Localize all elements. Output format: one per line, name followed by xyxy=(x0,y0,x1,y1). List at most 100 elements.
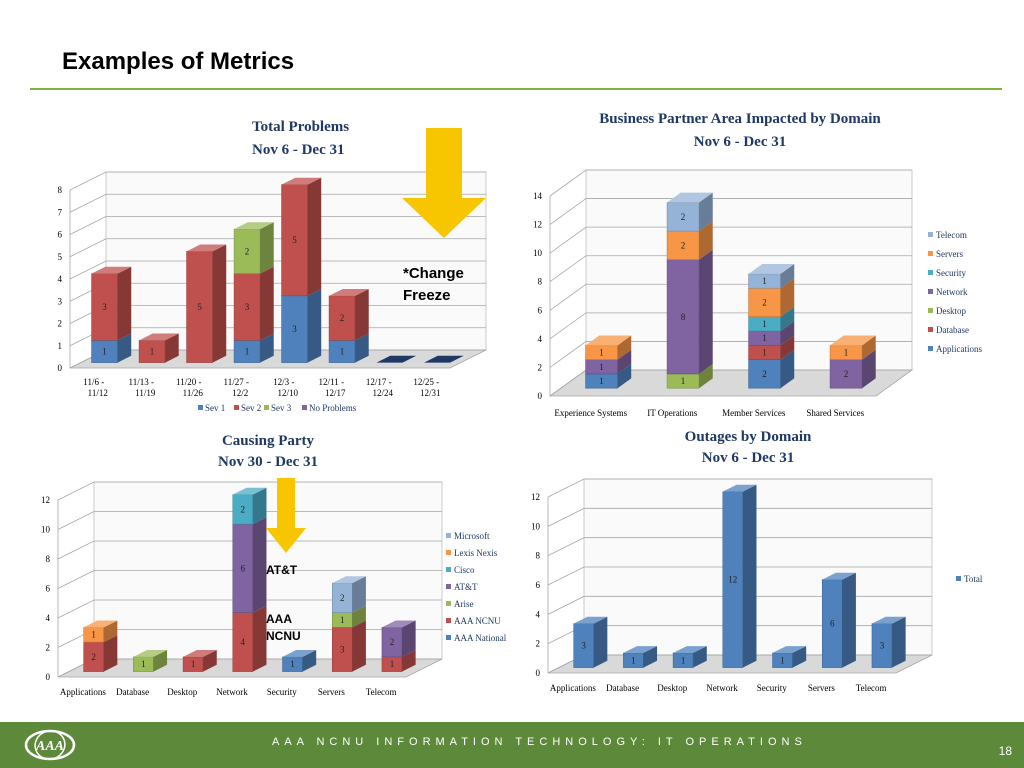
c1-y-tick-label: 14 xyxy=(533,191,543,201)
c0-bar-side xyxy=(165,333,179,363)
c0-data-label: 2 xyxy=(245,246,250,256)
footer-bar: AAA AAA NCNU INFORMATION TECHNOLOGY: IT … xyxy=(0,722,1024,768)
c0-chart-title: Total Problems xyxy=(252,119,349,135)
c0-x-tick-line: 11/26 xyxy=(183,388,204,398)
c2-bar-top xyxy=(381,620,416,628)
c0-y-tick-label: 5 xyxy=(58,252,63,262)
c1-data-label: 1 xyxy=(762,347,767,357)
c3-data-label: 6 xyxy=(830,619,835,629)
c2-legend-swatch xyxy=(446,584,451,589)
c3-bar-side xyxy=(693,646,707,668)
c3-bar-side xyxy=(891,616,906,668)
c2-legend-label: Lexis Nexis xyxy=(454,548,498,558)
c0-x-tick-line: 11/12 xyxy=(88,388,108,398)
c0-data-label: 3 xyxy=(292,324,297,334)
c2-bar-top xyxy=(332,576,366,584)
c3-gridline xyxy=(547,595,932,615)
c1-bar-side xyxy=(780,349,795,389)
c2-data-label: 1 xyxy=(141,659,146,669)
c1-bar-segment xyxy=(748,287,781,318)
c1-legend-label: Servers xyxy=(936,249,963,259)
c1-legend-swatch xyxy=(928,327,933,332)
c2-bar-side xyxy=(352,605,366,628)
c0-bar-segment xyxy=(233,228,261,274)
c0-bar-side xyxy=(117,333,132,363)
c3-x-tick-label: Servers xyxy=(808,683,835,693)
c0-bar-side xyxy=(117,266,132,341)
c1-gridline xyxy=(549,341,912,368)
c2-chart-subtitle: Nov 30 - Dec 31 xyxy=(218,454,318,470)
c0-y-tick-label: 8 xyxy=(58,185,63,195)
c1-legend-swatch xyxy=(928,270,933,275)
c0-x-tick-label: 12/11 -12/17 xyxy=(319,377,346,398)
c3-bar-top xyxy=(871,616,906,624)
c2-legend-label: AT&T xyxy=(454,582,478,592)
c1-bar-side xyxy=(780,264,795,289)
c2-legend-label: AAA National xyxy=(454,633,507,643)
c1-y-tick-label: 10 xyxy=(533,248,543,258)
c0-bar-top xyxy=(329,289,369,296)
c2-y-tick-label: 4 xyxy=(46,613,51,623)
c2-x-tick-label: Database xyxy=(116,687,149,697)
c1-x-tick-label: IT Operations xyxy=(647,408,698,418)
c3-y-tick-label: 0 xyxy=(536,668,541,678)
c2-x-tick-label: Applications xyxy=(60,687,106,697)
c0-bar-segment xyxy=(233,273,261,341)
c0-x-tick-line: 11/13 - xyxy=(129,377,154,387)
c0-data-label: 1 xyxy=(245,346,250,356)
c0-y-tick-label: 0 xyxy=(58,363,63,373)
c0-x-tick-line: 12/25 - xyxy=(413,377,439,387)
c3-gridline xyxy=(547,478,932,498)
c1-gridline xyxy=(549,255,912,283)
c1-legend-label: Database xyxy=(936,325,969,335)
chart-business-partner-svg: Business Partner Area Impacted by Domain… xyxy=(533,111,982,418)
c0-legend-label: Sev 1 xyxy=(205,403,225,413)
c2-legend-swatch xyxy=(446,533,451,538)
c1-legend-swatch xyxy=(928,232,933,237)
svg-text:AAA: AAA xyxy=(35,739,64,754)
c2-x-tick-label: Network xyxy=(216,687,248,697)
c2-legend-swatch xyxy=(446,601,451,606)
c0-x-tick-line: 12/2 xyxy=(232,388,248,398)
c0-legend-label: No Problems xyxy=(309,403,357,413)
change-freeze-line1: *Change xyxy=(403,265,464,282)
c3-data-label: 1 xyxy=(780,655,785,665)
change-freeze-line2: Freeze xyxy=(403,287,451,304)
c0-bar-top xyxy=(234,222,274,230)
chart-causing-party: Causing Party Nov 30 - Dec 31 0 2 4 6 8 10 12 2 1 A… xyxy=(28,422,508,712)
c0-bar-side xyxy=(260,222,274,274)
c3-x-tick-label: Telecom xyxy=(856,683,887,693)
c2-bar-side xyxy=(252,605,267,672)
c2-chart-title: Causing Party xyxy=(222,433,315,449)
c1-chart-subtitle: Nov 6 - Dec 31 xyxy=(694,134,786,150)
c0-x-tick-line: 11/20 - xyxy=(176,377,201,387)
c1-bar-top xyxy=(830,335,876,346)
c0-y-tick-label: 1 xyxy=(58,341,63,351)
c0-data-label: 3 xyxy=(245,302,250,312)
c3-bar-side xyxy=(742,484,757,668)
c3-bar-side xyxy=(792,646,807,668)
c2-data-label: 3 xyxy=(340,644,345,654)
c3-data-label: 1 xyxy=(681,655,686,665)
c0-legend-swatch xyxy=(302,405,307,410)
c0-legend-swatch xyxy=(198,405,203,410)
c0-x-tick-line: 11/6 - xyxy=(83,377,104,387)
c3-y-tick-label: 10 xyxy=(531,521,541,531)
c1-gridline xyxy=(549,198,912,225)
c3-bar-top xyxy=(772,646,807,653)
c3-y-tick-label: 4 xyxy=(536,609,541,619)
c2-bar-side xyxy=(401,620,416,657)
footer-text: AAA NCNU INFORMATION TECHNOLOGY: IT OPER… xyxy=(272,736,807,748)
page-number: 18 xyxy=(998,744,1012,758)
c1-data-label: 1 xyxy=(599,362,604,372)
c2-gridline xyxy=(57,511,442,530)
c3-bar-top xyxy=(573,616,608,624)
c1-bar-top xyxy=(748,264,795,274)
c3-x-tick-label: Applications xyxy=(550,683,596,693)
c2-legend-label: AAA NCNU xyxy=(454,616,501,626)
c1-legend-label: Applications xyxy=(936,344,982,354)
c1-legend-swatch xyxy=(928,308,933,313)
c0-y-tick-label: 3 xyxy=(58,296,63,306)
c2-gridline xyxy=(57,599,442,619)
c2-bar-top xyxy=(83,620,118,628)
